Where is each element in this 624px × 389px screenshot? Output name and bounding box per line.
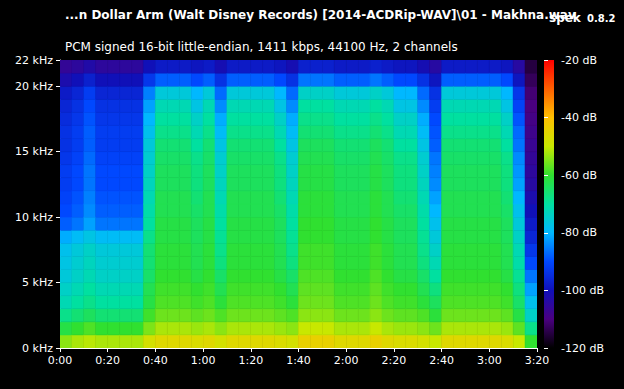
svg-text:-20 dB: -20 dB [561,54,597,67]
svg-text:-80 dB: -80 dB [561,226,597,239]
svg-text:-60 dB: -60 dB [561,169,597,182]
svg-text:spek: spek [549,11,582,25]
svg-text:10 kHz: 10 kHz [15,211,53,224]
svg-text:-100 dB: -100 dB [561,284,604,297]
svg-text:0:20: 0:20 [95,354,120,367]
svg-text:2:00: 2:00 [334,354,359,367]
svg-text:20 kHz: 20 kHz [15,80,53,93]
svg-text:PCM signed 16-bit little-endia: PCM signed 16-bit little-endian, 1411 kb… [65,40,458,54]
svg-text:3:00: 3:00 [477,354,502,367]
svg-text:0:40: 0:40 [143,354,168,367]
svg-text:0 kHz: 0 kHz [22,342,53,355]
svg-text:0:00: 0:00 [48,354,73,367]
svg-text:...n Dollar Arm (Walt Disney R: ...n Dollar Arm (Walt Disney Records) [2… [65,8,576,22]
svg-text:22 kHz: 22 kHz [15,54,53,67]
svg-text:1:20: 1:20 [238,354,263,367]
svg-text:-40 dB: -40 dB [561,111,597,124]
svg-text:0.8.2: 0.8.2 [587,13,616,24]
svg-text:1:40: 1:40 [286,354,311,367]
svg-text:5 kHz: 5 kHz [22,276,53,289]
svg-text:2:20: 2:20 [382,354,407,367]
svg-text:15 kHz: 15 kHz [15,145,53,158]
svg-text:2:40: 2:40 [429,354,454,367]
svg-text:1:00: 1:00 [191,354,216,367]
svg-text:3:20: 3:20 [525,354,550,367]
svg-text:-120 dB: -120 dB [561,342,604,355]
